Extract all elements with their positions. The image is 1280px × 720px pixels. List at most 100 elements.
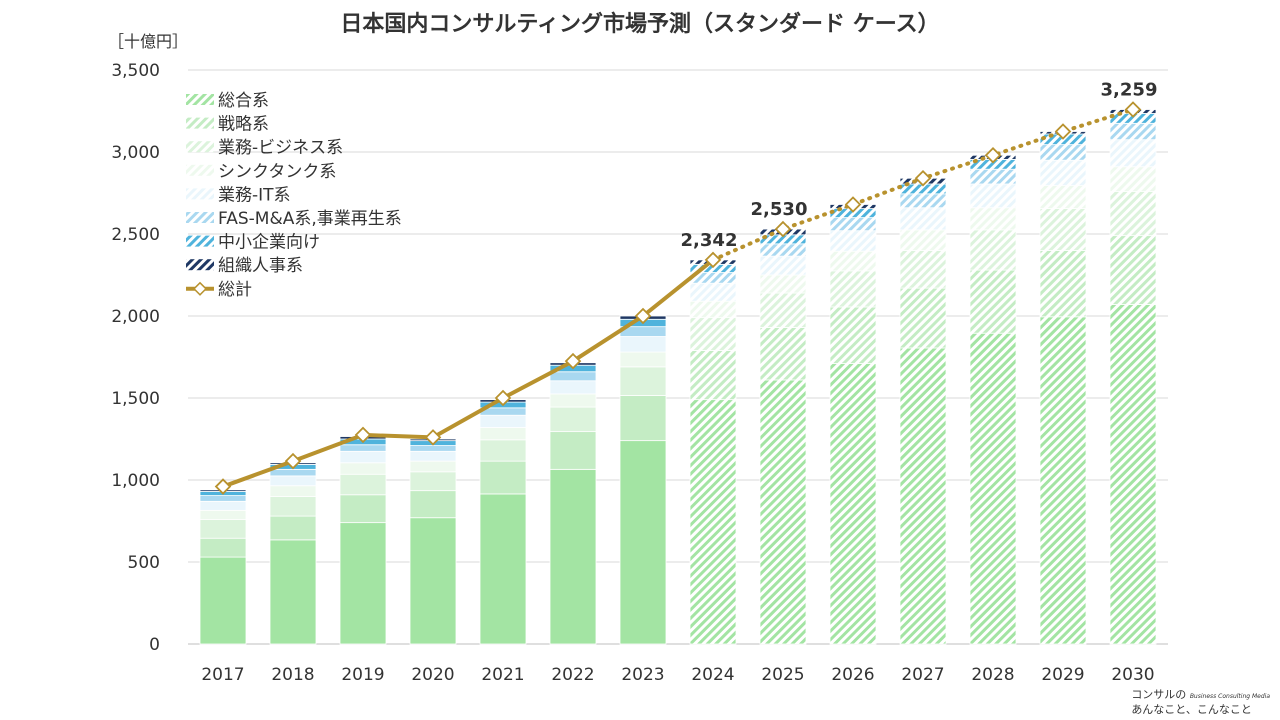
bar-segment xyxy=(899,193,947,209)
bar-segment xyxy=(619,395,667,442)
bar-segment xyxy=(1109,139,1157,168)
bar-segment xyxy=(549,431,597,470)
bar-segment xyxy=(549,393,597,408)
x-tick-label: 2027 xyxy=(901,665,944,685)
legend-label: 総計 xyxy=(218,280,252,300)
bar-segment xyxy=(199,537,247,558)
legend-label: 戦略系 xyxy=(218,115,269,135)
x-axis-ticks: 2017 2018 2019 2020 2021 2022 2023 2024 2025 2026… xyxy=(201,665,1154,685)
total-marker xyxy=(704,251,722,269)
logo-line1: コンサルの xyxy=(1131,688,1187,701)
bar-segment xyxy=(1109,235,1157,305)
bar-segment xyxy=(1109,190,1157,237)
legend-label: シンクタンク系 xyxy=(218,162,336,182)
bar-segment xyxy=(829,363,877,645)
logo-tagline: Business Consulting Media xyxy=(1189,693,1270,700)
total-marker xyxy=(774,220,792,238)
y-tick-label: 1,500 xyxy=(111,389,160,409)
bar-segment xyxy=(269,485,317,497)
bar-segment xyxy=(479,460,527,495)
total-marker xyxy=(284,452,302,470)
bar-segment xyxy=(969,207,1017,231)
bar-segment xyxy=(1109,304,1157,645)
y-tick-label: 1,000 xyxy=(111,471,160,491)
bar-stacks xyxy=(199,109,1157,645)
legend-label: FAS-M&A系,事業再生系 xyxy=(218,209,402,229)
bar-segment xyxy=(899,229,947,251)
bar-segment xyxy=(969,183,1017,209)
bar-segment xyxy=(899,249,947,289)
y-axis-unit-label: ［十億円］ xyxy=(108,32,189,51)
legend-label: 総合系 xyxy=(218,91,269,111)
bar-segment xyxy=(759,255,807,276)
bar-segment xyxy=(339,473,387,496)
bar-segment xyxy=(409,450,457,462)
total-marker xyxy=(214,478,232,495)
bar-segment xyxy=(479,439,527,462)
bar-segment xyxy=(689,300,737,319)
data-labels: 2,342 2,530 3,259 xyxy=(681,80,1158,251)
x-tick-label: 2018 xyxy=(271,665,314,685)
total-marker xyxy=(914,169,932,187)
bar-segment xyxy=(829,250,877,272)
bar-segment xyxy=(269,495,317,517)
bar-segment xyxy=(479,427,527,441)
bar-segment xyxy=(689,282,737,302)
bar-segment xyxy=(969,229,1017,271)
legend-swatch xyxy=(186,212,214,223)
bar-segment xyxy=(1109,122,1157,141)
total-marker xyxy=(634,307,652,325)
legend-swatch xyxy=(186,94,214,105)
bar-segment xyxy=(759,379,807,645)
bar-segment xyxy=(619,440,667,645)
bar-segment xyxy=(269,539,317,645)
bar-segment xyxy=(339,450,387,464)
legend-swatch xyxy=(186,259,214,271)
bar-segment xyxy=(549,468,597,645)
legend-swatch xyxy=(186,188,214,200)
legend-swatch xyxy=(186,235,214,247)
bar-segment xyxy=(969,269,1017,334)
x-tick-label: 2019 xyxy=(341,665,384,685)
x-tick-label: 2017 xyxy=(201,665,244,685)
bar-segment xyxy=(199,556,247,645)
bar-segment xyxy=(269,515,317,541)
bar-segment xyxy=(899,287,947,349)
legend-label: 中小企業向け xyxy=(218,233,320,253)
bar-segment xyxy=(199,495,247,502)
bar-segment xyxy=(199,518,247,539)
chart-title: 日本国内コンサルティング市場予測（スタンダード ケース） xyxy=(340,12,940,37)
bar-segment xyxy=(969,332,1017,645)
bar-segment xyxy=(759,274,807,294)
y-tick-label: 500 xyxy=(128,553,160,573)
bar-segment xyxy=(409,517,457,645)
total-line xyxy=(214,101,1142,495)
bar-segment xyxy=(409,445,457,452)
bar-segment xyxy=(269,468,317,477)
bar-segment xyxy=(549,406,597,433)
y-tick-label: 3,000 xyxy=(111,143,160,163)
x-tick-label: 2022 xyxy=(551,665,594,685)
bar-segment xyxy=(899,207,947,231)
bar-segment xyxy=(549,371,597,382)
bar-segment xyxy=(1039,316,1087,645)
total-marker xyxy=(494,389,512,407)
total-marker xyxy=(424,429,442,446)
total-data-label: 3,259 xyxy=(1101,80,1158,101)
bar-segment xyxy=(969,168,1017,185)
bar-segment xyxy=(549,380,597,395)
bar-segment xyxy=(409,471,457,492)
x-tick-label: 2026 xyxy=(831,665,874,685)
bar-segment xyxy=(339,522,387,645)
y-axis-ticks: 0 500 1,000 1,500 2,000 2,500 3,000 3,500 xyxy=(111,61,160,655)
bar-segment xyxy=(409,490,457,519)
legend-line-marker xyxy=(192,281,208,296)
bar-segment xyxy=(1039,185,1087,209)
y-tick-label: 3,500 xyxy=(111,61,160,81)
x-tick-label: 2020 xyxy=(411,665,454,685)
total-marker xyxy=(844,196,862,213)
total-marker xyxy=(1124,101,1142,118)
total-data-label: 2,530 xyxy=(751,199,808,220)
bar-segment xyxy=(619,351,667,368)
